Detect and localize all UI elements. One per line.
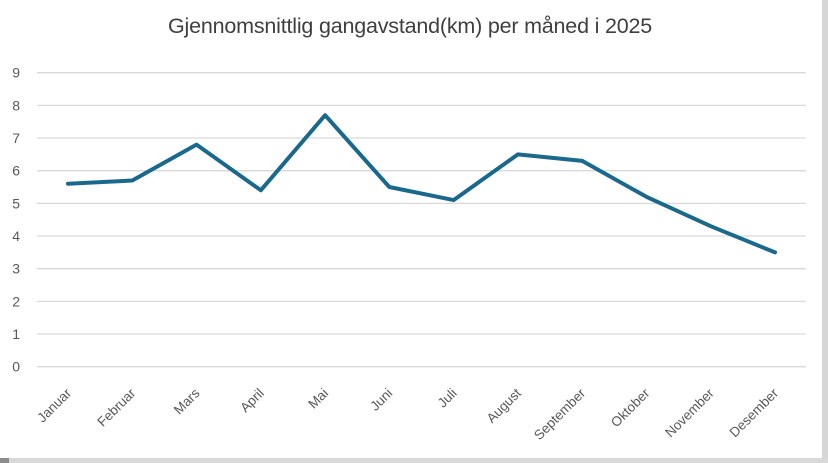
x-axis-label: November [662,385,717,440]
x-axis-label: Mars [171,385,203,417]
y-tick-label: 0 [12,359,20,375]
x-axis-label: Oktober [608,385,653,430]
y-tick-label: 8 [12,97,20,113]
y-tick-label: 3 [12,261,20,277]
x-axis-label: Juni [367,386,395,414]
x-axis-label: Januar [34,385,74,425]
y-tick-label: 4 [12,228,20,244]
y-tick-label: 5 [12,195,20,211]
x-axis-label: Juli [435,386,460,411]
chart-title: Gjennomsnittlig gangavstand(km) per måne… [168,14,652,38]
window-edge-bottom [0,458,828,463]
y-tick-label: 1 [12,326,20,342]
x-axis-label: April [237,386,267,416]
x-axis-label: August [484,385,525,426]
window-edge-right [822,0,828,463]
x-axis-label: Desember [726,385,781,440]
y-tick-label: 6 [12,163,20,179]
y-tick-label: 9 [12,65,20,81]
window-edge-corner [0,458,9,463]
x-axis-label: Mai [305,386,331,412]
data-series-line [66,113,777,255]
x-axis-label: September [531,385,589,443]
x-axis-label: Februar [94,385,138,429]
y-tick-label: 7 [12,130,20,146]
y-tick-label: 2 [12,293,20,309]
